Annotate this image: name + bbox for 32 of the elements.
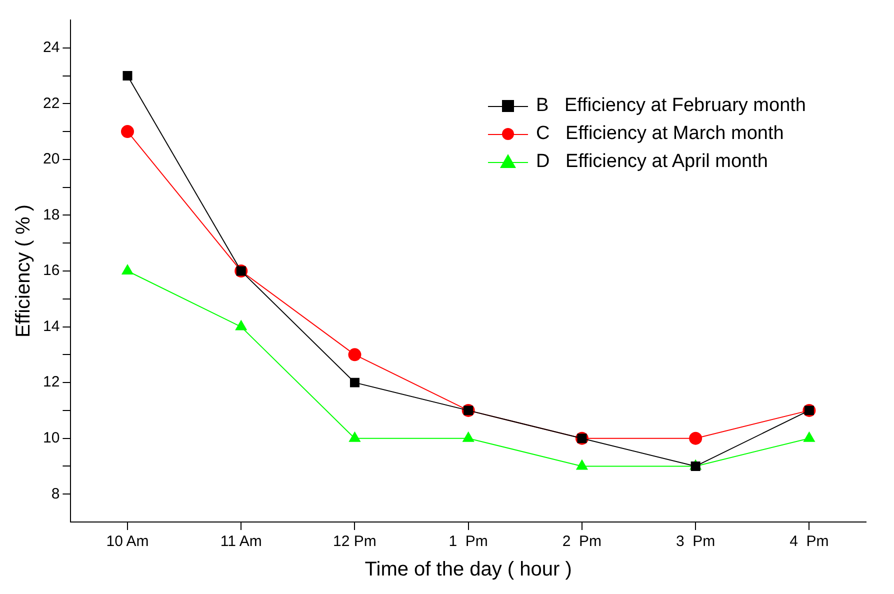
point: [122, 71, 132, 81]
x-tick-label: 3 Pm: [676, 533, 716, 550]
point: [462, 432, 474, 442]
x-tick-label: 10 Am: [106, 533, 149, 550]
legend-label: B Efficiency at February month: [536, 95, 806, 117]
x-tick-label: 1 Pm: [448, 533, 488, 550]
legend-label: D Efficiency at April month: [536, 151, 768, 173]
point: [235, 320, 247, 330]
point: [576, 460, 588, 470]
y-axis-title: Efficiency ( % ): [12, 204, 35, 338]
point: [348, 348, 362, 362]
point: [803, 432, 815, 442]
x-tick-label: 12 Pm: [333, 533, 376, 550]
y-tick-label: 16: [42, 262, 60, 280]
y-tick-label: 20: [42, 150, 60, 168]
x-axis-title: Time of the day ( hour ): [364, 558, 572, 581]
y-tick-label: 22: [42, 94, 60, 112]
point: [350, 378, 360, 388]
point: [689, 432, 702, 445]
point: [349, 432, 360, 442]
point: [122, 264, 134, 274]
y-tick-label: 10: [42, 429, 60, 446]
point: [120, 125, 134, 138]
x-tick-label: 11 Am: [220, 533, 262, 550]
y-tick-label: 12: [42, 374, 60, 391]
legend-label: C Efficiency at March month: [536, 123, 784, 145]
y-tick-label: 8: [51, 485, 60, 502]
x-tick-label: 4 Pm: [790, 533, 829, 550]
y-tick-label: 14: [42, 318, 60, 335]
x-tick-label: 2 Pm: [562, 533, 602, 550]
y-tick-label: 24: [42, 39, 60, 56]
y-tick-label: 18: [42, 206, 60, 224]
